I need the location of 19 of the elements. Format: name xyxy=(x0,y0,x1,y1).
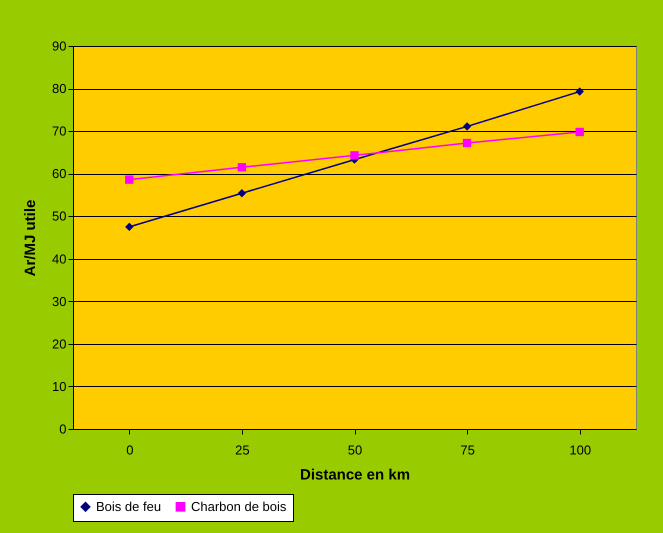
y-tick-label: 80 xyxy=(52,81,66,96)
x-tick-label: 75 xyxy=(460,442,475,458)
legend-label: Bois de feu xyxy=(96,498,162,514)
x-tick-label: 100 xyxy=(569,442,592,458)
y-tick-label: 30 xyxy=(52,294,66,309)
y-tick-label: 50 xyxy=(52,208,66,224)
x-tick-label: 0 xyxy=(126,442,134,458)
legend-label: Charbon de bois xyxy=(191,498,287,514)
x-tick-label: 25 xyxy=(235,442,250,458)
y-tick-label: 60 xyxy=(52,166,66,182)
y-tick-label: 70 xyxy=(52,124,66,139)
y-tick-label: 20 xyxy=(52,336,66,352)
x-tick-label: 50 xyxy=(348,442,362,458)
x-axis-title: Distance en km xyxy=(300,466,410,484)
y-tick-label: 0 xyxy=(59,422,66,436)
y-tick-label: 10 xyxy=(52,378,66,394)
y-axis-title: Ar/MJ utile xyxy=(22,200,40,276)
y-tick-label: 40 xyxy=(52,251,66,266)
y-tick-label: 90 xyxy=(52,38,66,54)
